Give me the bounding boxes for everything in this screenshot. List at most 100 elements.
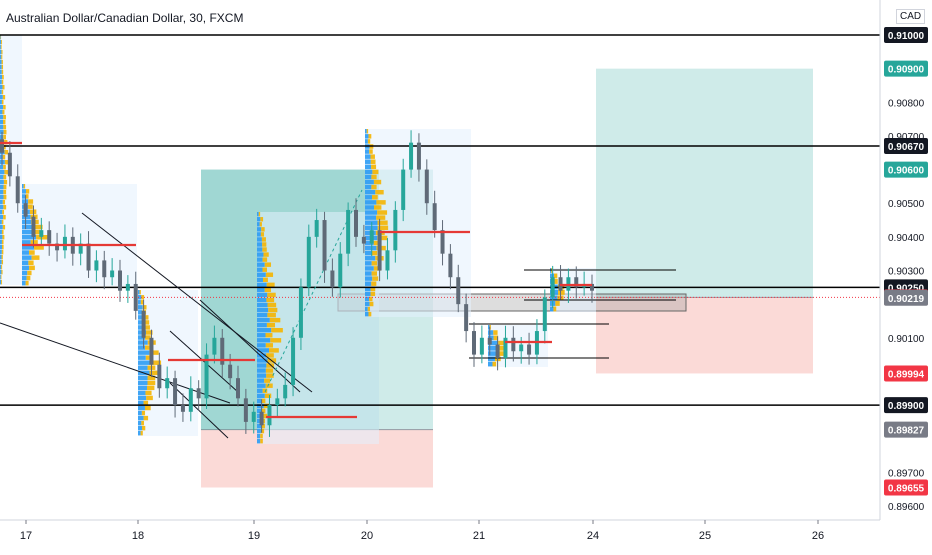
profile-bar-buy [0, 115, 3, 119]
profile-bar-buy [0, 165, 3, 169]
price-tag-label: 0.89655 [888, 483, 925, 494]
candle-body [401, 170, 405, 210]
profile-bar-sell [372, 251, 377, 255]
profile-bar-sell [371, 175, 376, 179]
profile-bar-sell [270, 338, 281, 342]
profile-bar-buy [138, 366, 148, 370]
profile-bar-buy [0, 170, 4, 174]
candle-body [378, 230, 382, 270]
profile-bar-sell [5, 150, 9, 154]
candle-body [39, 230, 43, 237]
profile-bar-buy [257, 323, 267, 327]
profile-bar-buy [0, 215, 3, 219]
profile-bar-buy [257, 328, 271, 332]
profile-bar-buy [22, 281, 26, 286]
candle-body [511, 338, 515, 351]
profile-bar-sell [3, 175, 6, 179]
profile-bar-sell [268, 303, 277, 307]
profile-bar-sell [266, 298, 274, 302]
candle-body [464, 304, 468, 331]
profile-bar-sell [266, 273, 273, 277]
profile-bar-sell [4, 185, 7, 189]
candle-body [118, 271, 122, 291]
profile-bar-buy [0, 85, 2, 89]
profile-bar-sell [2, 80, 3, 84]
profile-bar-buy [0, 45, 1, 49]
profile-bar-sell [376, 215, 385, 219]
candle-body [488, 338, 492, 345]
currency-label: CAD [896, 9, 925, 24]
profile-bar-sell [3, 135, 6, 139]
profile-bar-buy [138, 431, 141, 435]
time-tick-label: 17 [20, 530, 32, 542]
profile-bar-buy [257, 227, 261, 231]
candle-body [354, 210, 358, 237]
profile-bar-buy [365, 276, 372, 280]
profile-bar-buy [138, 426, 142, 430]
profile-bar-buy [0, 175, 3, 179]
profile-bar-buy [138, 386, 147, 390]
profile-bar-buy [365, 297, 369, 301]
profile-bar-buy [138, 391, 145, 395]
profile-bar-buy [257, 313, 267, 317]
profile-bar-buy [365, 139, 368, 143]
profile-bar-buy [138, 421, 141, 425]
profile-bar-sell [2, 235, 4, 239]
profile-bar-buy [257, 247, 262, 251]
profile-bar-buy [22, 184, 24, 189]
profile-bar-buy [365, 159, 371, 163]
profile-bar-buy [365, 292, 371, 296]
profile-bar-buy [22, 271, 27, 276]
profile-bar-buy [0, 235, 2, 239]
profile-bar-sell [263, 257, 268, 261]
profile-bar-sell [262, 267, 266, 271]
profile-bar-sell [262, 242, 266, 246]
candle-body [134, 284, 138, 311]
profile-bar-sell [372, 261, 377, 265]
candle-body [283, 385, 287, 398]
profile-bar-buy [365, 271, 372, 275]
profile-bar-buy [0, 105, 3, 109]
profile-bar-sell [371, 292, 376, 296]
time-tick-label: 24 [587, 530, 599, 542]
profile-bar-buy [138, 340, 148, 344]
profile-bar-sell [371, 159, 376, 163]
profile-bar-buy [365, 210, 377, 214]
candle-body [338, 254, 342, 288]
profile-bar-buy [0, 245, 2, 249]
profile-bar-buy [22, 276, 27, 281]
profile-bar-sell [368, 307, 370, 311]
time-tick-label: 25 [699, 530, 711, 542]
profile-bar-buy [138, 360, 151, 364]
candle-body [385, 250, 389, 270]
chart-title: Australian Dollar/Canadian Dollar, 30, F… [6, 11, 243, 25]
profile-bar-buy [257, 404, 264, 408]
profile-bar-sell [558, 290, 565, 295]
profile-bar-sell [3, 95, 5, 99]
profile-bar-sell [2, 220, 4, 224]
profile-bar-buy [365, 246, 376, 250]
profile-bar-buy [365, 185, 371, 189]
candle-body [189, 388, 193, 412]
profile-bar-buy [365, 312, 368, 316]
profile-bar-buy [488, 330, 493, 335]
profile-bar-buy [0, 195, 4, 199]
profile-bar-buy [257, 237, 262, 241]
profile-bar-buy [0, 95, 3, 99]
profile-bar-sell [146, 396, 153, 400]
profile-bar-sell [263, 278, 268, 282]
profile-bar-buy [257, 278, 263, 282]
profile-bar-sell [1, 55, 2, 59]
profile-bar-sell [2, 90, 3, 94]
profile-bar-sell [368, 134, 371, 138]
price-tag-label: 0.91000 [888, 31, 925, 42]
profile-bar-buy [257, 288, 265, 292]
profile-bar-sell [1, 280, 2, 284]
profile-bar-sell [4, 130, 7, 134]
profile-bar-buy [0, 280, 1, 284]
candle-body [47, 230, 51, 243]
profile-bar-sell [27, 271, 31, 276]
profile-bar-buy [0, 70, 2, 74]
